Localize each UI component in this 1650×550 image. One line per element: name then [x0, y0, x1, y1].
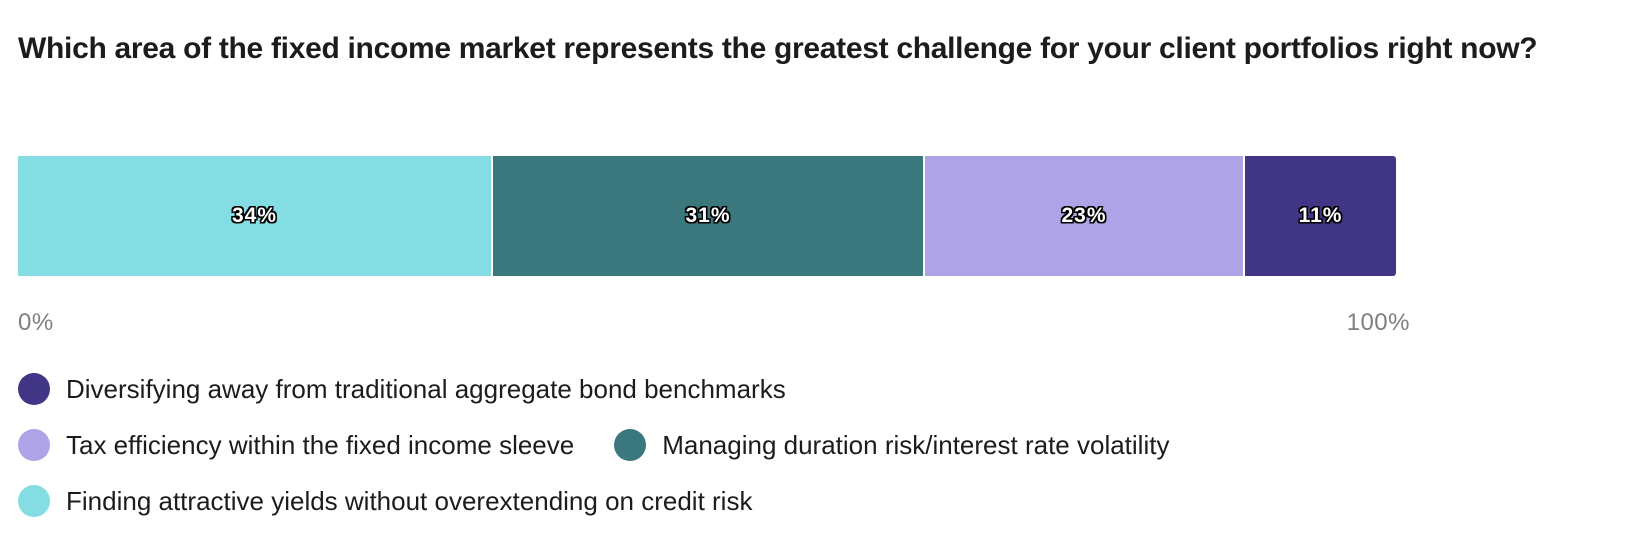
legend-label: Diversifying away from traditional aggre…	[66, 373, 786, 404]
bar-segment-value-label: 23%	[1061, 204, 1107, 227]
legend-label: Tax efficiency within the fixed income s…	[66, 429, 575, 460]
axis-label-max: 100%	[1346, 309, 1410, 336]
legend-item: Managing duration risk/interest rate vol…	[614, 429, 1169, 461]
bar-segment-value-label: 34%	[231, 204, 278, 227]
legend-item: Tax efficiency within the fixed income s…	[18, 429, 574, 461]
bar-segment: 31%	[491, 156, 923, 276]
legend-row: Diversifying away from traditional aggre…	[18, 372, 1618, 406]
bar-segment: 11%	[1243, 156, 1396, 276]
legend-label: Finding attractive yields without overex…	[66, 485, 753, 516]
legend-label: Managing duration risk/interest rate vol…	[662, 429, 1170, 460]
legend-swatch	[18, 485, 50, 517]
bar-segment: 34%	[18, 156, 491, 276]
legend-row: Finding attractive yields without overex…	[18, 484, 1618, 518]
chart-title: Which area of the fixed income market re…	[18, 32, 1538, 65]
bar-segment-value-label: 11%	[1298, 204, 1343, 227]
bar-segment: 23%	[923, 156, 1243, 276]
legend-swatch	[18, 373, 50, 405]
legend: Diversifying away from traditional aggre…	[18, 372, 1618, 540]
axis-label-min: 0%	[18, 309, 54, 336]
bar-segment-value-label: 31%	[685, 204, 731, 227]
legend-swatch	[18, 429, 50, 461]
legend-row: Tax efficiency within the fixed income s…	[18, 428, 1618, 462]
stacked-bar: 34% 31% 23% 11%	[18, 156, 1410, 276]
legend-item: Finding attractive yields without overex…	[18, 485, 752, 517]
legend-swatch	[614, 429, 647, 461]
legend-item: Diversifying away from traditional aggre…	[18, 373, 786, 405]
